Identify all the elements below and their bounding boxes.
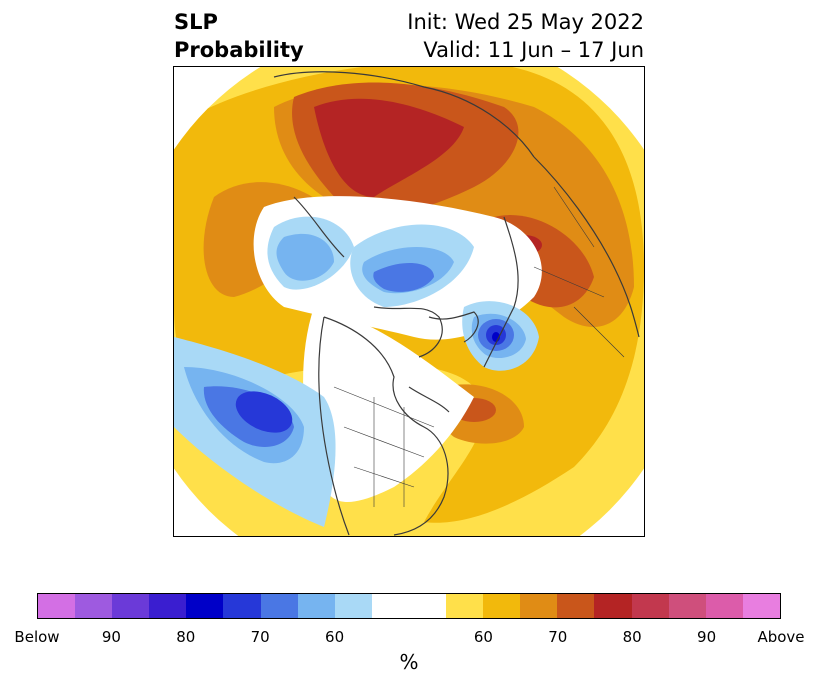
colorbar-tick-label: 60	[325, 628, 345, 646]
colorbar-segment	[223, 594, 261, 618]
colorbar-tick-label: 90	[101, 628, 121, 646]
colorbar-segment	[520, 594, 558, 618]
probability-map	[173, 66, 645, 537]
borders	[333, 186, 625, 507]
colorbar-segment	[483, 594, 521, 618]
colorbar-tick-label: 70	[250, 628, 270, 646]
coastlines	[273, 71, 640, 536]
colorbar-segment	[334, 594, 372, 618]
colorbar-units: %	[399, 650, 419, 674]
below-75-region-pacific	[235, 391, 293, 433]
colorbar-tick-label: 80	[176, 628, 196, 646]
colorbar-segment	[705, 594, 743, 618]
colorbar-segment	[297, 594, 335, 618]
below-65-region-west	[276, 233, 334, 281]
valid-range: Valid: 11 Jun – 17 Jun	[423, 38, 644, 62]
colorbar	[37, 593, 781, 619]
colorbar-tick-label: 70	[548, 628, 568, 646]
colorbar-segment	[186, 594, 224, 618]
colorbar-tick-label: 80	[622, 628, 642, 646]
colorbar-segment	[594, 594, 632, 618]
colorbar-segment	[112, 594, 150, 618]
variable-title: SLP	[174, 10, 218, 34]
colorbar-segment	[742, 594, 780, 618]
colorbar-tick-label: Above	[757, 628, 805, 646]
map-canvas	[174, 67, 644, 536]
colorbar-segment	[371, 594, 447, 618]
colorbar-tick-label: 90	[697, 628, 717, 646]
title-left: SLP Probability	[174, 8, 304, 64]
neutral-region-america	[303, 307, 474, 502]
colorbar-segment	[446, 594, 484, 618]
colorbar-segment	[149, 594, 187, 618]
init-date: Init: Wed 25 May 2022	[407, 10, 644, 34]
colorbar-tick-label: 60	[473, 628, 493, 646]
colorbar-segment	[260, 594, 298, 618]
above-80-region	[314, 98, 464, 197]
colorbar-segment	[668, 594, 706, 618]
colorbar-segment	[75, 594, 113, 618]
colorbar-tick-label: Below	[14, 628, 60, 646]
colorbar-segment	[631, 594, 669, 618]
colorbar-segment	[557, 594, 595, 618]
product-title: Probability	[174, 38, 304, 62]
title-right: Init: Wed 25 May 2022 Valid: 11 Jun – 17…	[407, 8, 644, 64]
below-70-region-pole	[373, 262, 434, 292]
colorbar-segment	[38, 594, 76, 618]
